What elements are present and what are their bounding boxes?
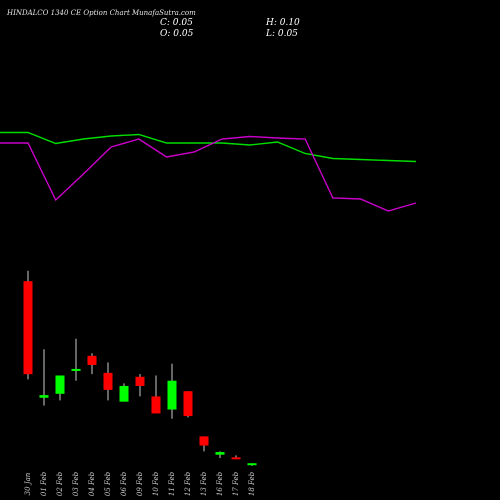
x-tick-label: 05 Feb (104, 471, 112, 496)
x-tick-label: 18 Feb (248, 471, 256, 496)
candle (183, 391, 193, 418)
candle-body (39, 395, 49, 398)
candle-body (103, 372, 113, 390)
candle (71, 338, 81, 381)
x-tick-label: 12 Feb (184, 471, 192, 496)
candle-body (183, 391, 193, 417)
candle-body (23, 281, 33, 375)
close-value: C: 0.05 (160, 18, 193, 28)
candle (39, 349, 49, 406)
candle-body (87, 355, 97, 365)
x-tick-label: 03 Feb (72, 471, 80, 496)
x-tick-label: 17 Feb (232, 471, 240, 496)
x-tick-label: 06 Feb (120, 471, 128, 496)
candle (247, 463, 257, 466)
x-tick-label: 16 Feb (216, 471, 224, 496)
x-axis-ticks: 30 Jan 01 Feb 02 Feb 03 Feb 04 Feb 05 Feb 06 F… (24, 471, 256, 496)
candle-body (55, 375, 65, 394)
candle (119, 383, 129, 402)
candles (23, 270, 257, 466)
high-value: H: 0.10 (265, 18, 300, 28)
candle (23, 270, 33, 380)
candle (215, 451, 225, 458)
candle (199, 436, 209, 452)
candle (103, 362, 113, 401)
candle-body (71, 368, 81, 371)
candle-body (151, 396, 161, 414)
x-tick-label: 13 Feb (200, 471, 208, 496)
overlay-lines (0, 131, 417, 212)
overlay-line (0, 131, 417, 163)
x-tick-label: 02 Feb (56, 471, 64, 496)
x-tick-label: 10 Feb (152, 471, 160, 496)
candle-body (119, 385, 129, 402)
candle-body (135, 376, 145, 386)
candle (135, 374, 145, 397)
candle (87, 353, 97, 375)
candle-body (199, 436, 209, 446)
candle-body (215, 452, 225, 455)
candle (167, 363, 177, 419)
chart-title: HINDALCO 1340 CE Option Chart MunafaSutr… (6, 9, 196, 17)
low-value: L: 0.05 (265, 29, 298, 39)
candle-body (247, 463, 257, 466)
overlay-line (0, 135, 417, 212)
open-value: O: 0.05 (160, 29, 194, 39)
candle (55, 375, 65, 401)
x-tick-label: 04 Feb (88, 471, 96, 496)
x-tick-label: 11 Feb (168, 471, 176, 496)
candle-body (167, 380, 177, 410)
x-tick-label: 09 Feb (136, 471, 144, 496)
candle (231, 455, 241, 460)
x-tick-label: 30 Jan (24, 472, 32, 495)
x-tick-label: 01 Feb (40, 471, 48, 496)
candle-body (231, 457, 241, 460)
candle (151, 375, 161, 414)
